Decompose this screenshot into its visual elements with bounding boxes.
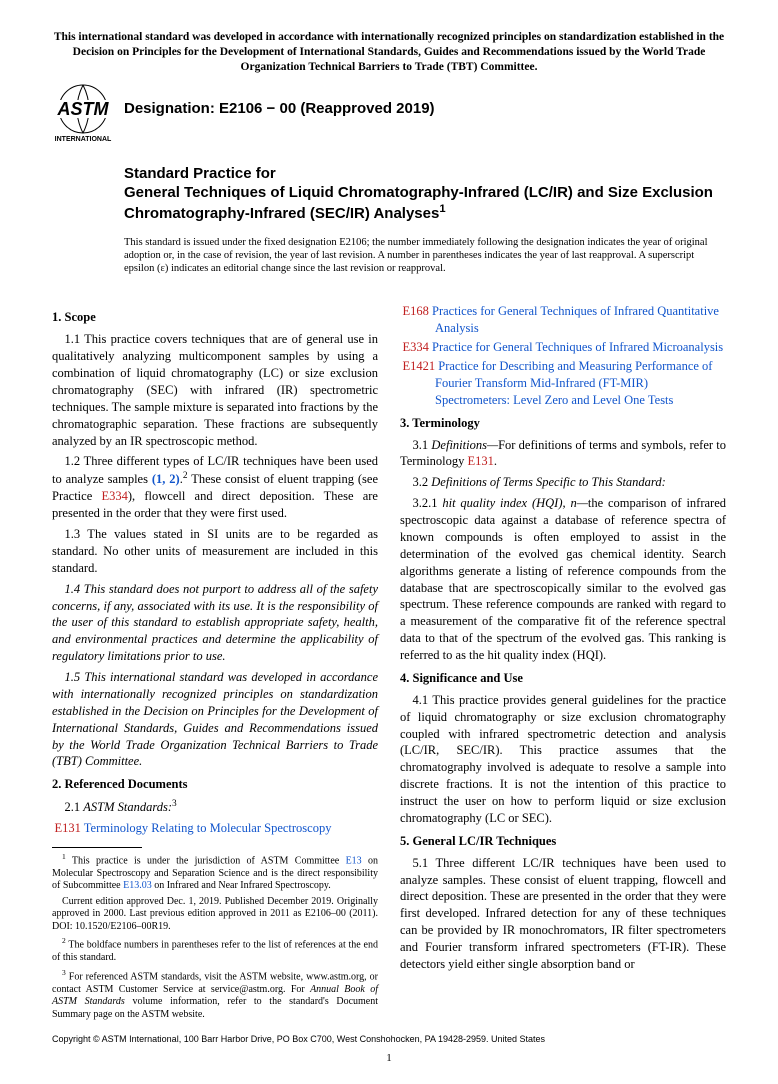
link-e131[interactable]: E131 [468, 454, 494, 468]
p321b: hit quality index (HQI), n— [442, 496, 587, 510]
right-column: E168 Practices for General Techniques of… [400, 303, 726, 1021]
p21-label: 2.1 [65, 800, 84, 814]
title-block: Standard Practice for General Techniques… [124, 165, 726, 294]
e334-text[interactable]: Practice for General Techniques of Infra… [429, 340, 723, 354]
designation: Designation: E2106 − 00 (Reapproved 2019… [124, 99, 435, 119]
e131-text[interactable]: Terminology Relating to Molecular Spectr… [81, 821, 332, 835]
copyright-line: Copyright © ASTM International, 100 Barr… [52, 1033, 726, 1045]
issuance-note: This standard is issued under the fixed … [124, 236, 726, 275]
scope-heading: 1. Scope [52, 309, 378, 326]
p321a: 3.2.1 [413, 496, 443, 510]
p21-title: ASTM Standards: [83, 800, 172, 814]
p321c: the comparison of infrared spectroscopic… [400, 496, 726, 662]
footnotes-block: 1 This practice is under the jurisdictio… [52, 852, 378, 1021]
significance-heading: 4. Significance and Use [400, 670, 726, 687]
ref-e168: E168 Practices for General Techniques of… [400, 303, 726, 337]
page: This international standard was develope… [0, 0, 778, 1084]
e168-code[interactable]: E168 [403, 304, 429, 318]
title-sup: 1 [439, 203, 445, 215]
para-5-1: 5.1 Three different LC/IR techniques hav… [400, 855, 726, 973]
p31a: 3.1 [413, 438, 432, 452]
ref-bold-2[interactable]: 2) [169, 472, 179, 486]
para-1-2: 1.2 Three different types of LC/IR techn… [52, 453, 378, 522]
p31d: . [494, 454, 497, 468]
title-main: General Techniques of Liquid Chromatogra… [124, 184, 713, 223]
ref-bold-1[interactable]: (1, [152, 472, 169, 486]
p32a: 3.2 [413, 475, 432, 489]
ref-e131: E131 Terminology Relating to Molecular S… [52, 820, 378, 837]
footnote-2: 2 The boldface numbers in parentheses re… [52, 936, 378, 964]
f2-text: The boldface numbers in parentheses refe… [52, 940, 378, 964]
para-1-3: 1.3 The values stated in SI units are to… [52, 526, 378, 577]
header-row: ASTM INTERNATIONAL Designation: E2106 − … [52, 83, 726, 145]
para-1-1: 1.1 This practice covers techniques that… [52, 331, 378, 449]
ref-e334: E334 Practice for General Techniques of … [400, 339, 726, 356]
e131-code[interactable]: E131 [55, 821, 81, 835]
title-prefix: Standard Practice for [124, 165, 276, 182]
para-1-5: 1.5 This international standard was deve… [52, 669, 378, 770]
page-number: 1 [52, 1051, 726, 1066]
techniques-heading: 5. General LC/IR Techniques [400, 833, 726, 850]
p32b: Definitions of Terms Specific to This St… [431, 475, 666, 489]
footnote-3: 3 For referenced ASTM standards, visit t… [52, 968, 378, 1021]
left-column: 1. Scope 1.1 This practice covers techni… [52, 303, 378, 1021]
f1a: This practice is under the jurisdiction … [66, 855, 346, 866]
refdocs-heading: 2. Referenced Documents [52, 776, 378, 793]
p31b: Definitions— [431, 438, 498, 452]
para-1-4: 1.4 This standard does not purport to ad… [52, 581, 378, 665]
para-2-1: 2.1 ASTM Standards:3 [52, 798, 378, 816]
para-4-1: 4.1 This practice provides general guide… [400, 692, 726, 827]
para-3-2: 3.2 Definitions of Terms Specific to Thi… [400, 474, 726, 491]
svg-text:ASTM: ASTM [57, 99, 110, 119]
astm-logo: ASTM INTERNATIONAL [52, 83, 114, 145]
e168-text[interactable]: Practices for General Techniques of Infr… [429, 304, 719, 335]
p21-sup: 3 [172, 799, 177, 809]
footnote-1: 1 This practice is under the jurisdictio… [52, 852, 378, 893]
text-columns: 1. Scope 1.1 This practice covers techni… [52, 303, 726, 1021]
standardization-note: This international standard was develope… [52, 30, 726, 75]
ref-e1421: E1421 Practice for Describing and Measur… [400, 358, 726, 409]
standard-title: Standard Practice for General Techniques… [124, 165, 726, 224]
f1-link-e1303[interactable]: E13.03 [123, 880, 152, 891]
para-3-1: 3.1 Definitions—For definitions of terms… [400, 437, 726, 471]
para-3-2-1: 3.2.1 hit quality index (HQI), n—the com… [400, 495, 726, 664]
footnote-1b: Current edition approved Dec. 1, 2019. P… [52, 896, 378, 934]
e1421-code[interactable]: E1421 [403, 359, 436, 373]
link-e334-inline[interactable]: E334 [101, 489, 127, 503]
terminology-heading: 3. Terminology [400, 415, 726, 432]
e334-code[interactable]: E334 [403, 340, 429, 354]
f1c: on Infrared and Near Infrared Spectrosco… [152, 880, 331, 891]
e1421-text[interactable]: Practice for Describing and Measuring Pe… [435, 359, 712, 407]
svg-text:INTERNATIONAL: INTERNATIONAL [55, 136, 112, 143]
f1-link-e13[interactable]: E13 [346, 855, 362, 866]
